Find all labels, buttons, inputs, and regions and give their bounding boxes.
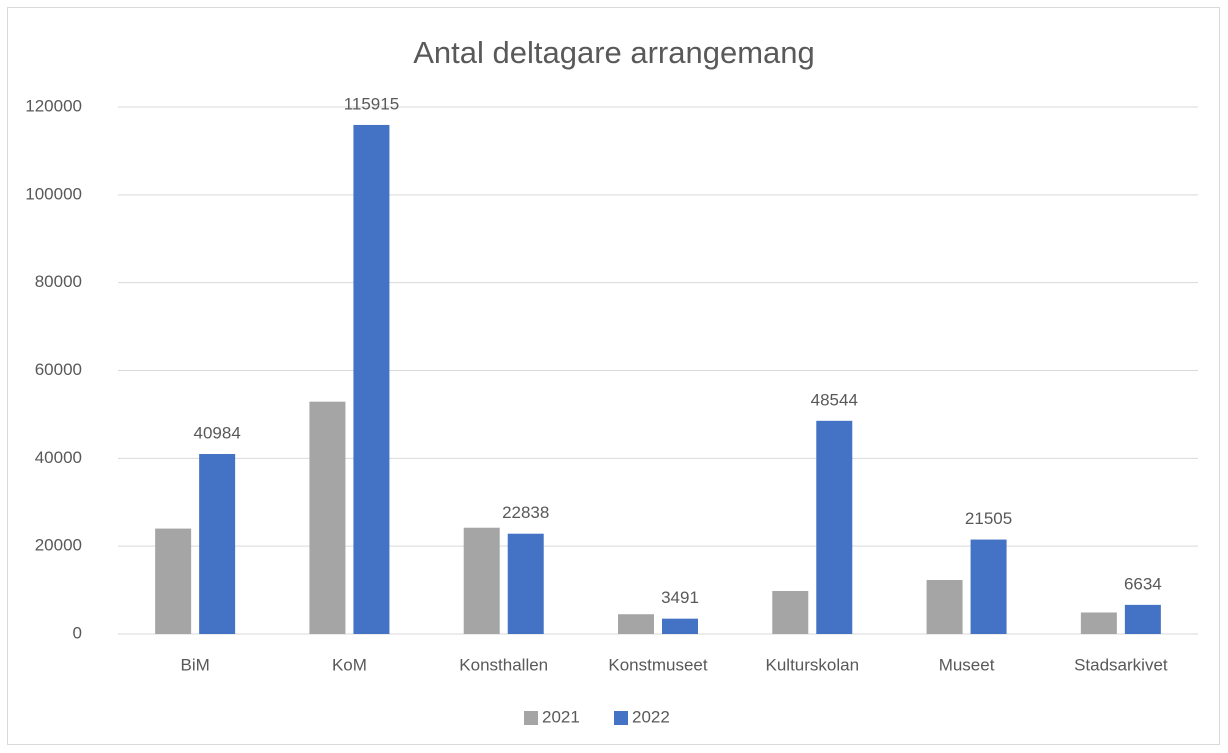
bar [1080, 612, 1117, 634]
y-tick-label: 100000 [25, 184, 82, 203]
data-label: 21505 [965, 509, 1012, 528]
data-label: 22838 [502, 503, 549, 522]
bar [353, 124, 390, 635]
y-tick-label: 0 [73, 623, 82, 642]
data-label: 3491 [661, 588, 699, 607]
x-tick-label: Konstmuseet [608, 655, 707, 674]
bar [662, 618, 698, 634]
bar [463, 527, 500, 634]
bar [507, 533, 544, 634]
x-tick-label: KoM [332, 655, 367, 674]
y-tick-label: 60000 [35, 360, 82, 379]
bar [309, 401, 346, 634]
bar [926, 579, 963, 634]
x-tick-label: Stadsarkivet [1074, 655, 1168, 674]
bar [618, 614, 654, 634]
legend-label: 2021 [542, 707, 580, 726]
data-label: 48544 [811, 390, 858, 409]
x-tick-label: Museet [939, 655, 995, 674]
x-tick-label: Kulturskolan [766, 655, 860, 674]
legend-swatch [524, 711, 538, 725]
bar [155, 528, 192, 634]
y-tick-label: 20000 [35, 536, 82, 555]
bar [970, 539, 1007, 634]
x-tick-label: BiM [181, 655, 210, 674]
bar [772, 590, 809, 634]
chart-title: Antal deltagare arrangemang [413, 35, 815, 70]
data-label: 6634 [1124, 574, 1162, 593]
y-tick-label: 120000 [25, 96, 82, 115]
x-tick-label: Konsthallen [459, 655, 548, 674]
legend-swatch [614, 711, 628, 725]
bar [199, 454, 236, 634]
legend-label: 2022 [632, 707, 670, 726]
y-tick-label: 80000 [35, 272, 82, 291]
data-label: 40984 [194, 423, 241, 442]
bar [1124, 604, 1161, 634]
y-tick-label: 40000 [35, 448, 82, 467]
data-label: 115915 [344, 94, 399, 113]
bar [816, 420, 853, 634]
